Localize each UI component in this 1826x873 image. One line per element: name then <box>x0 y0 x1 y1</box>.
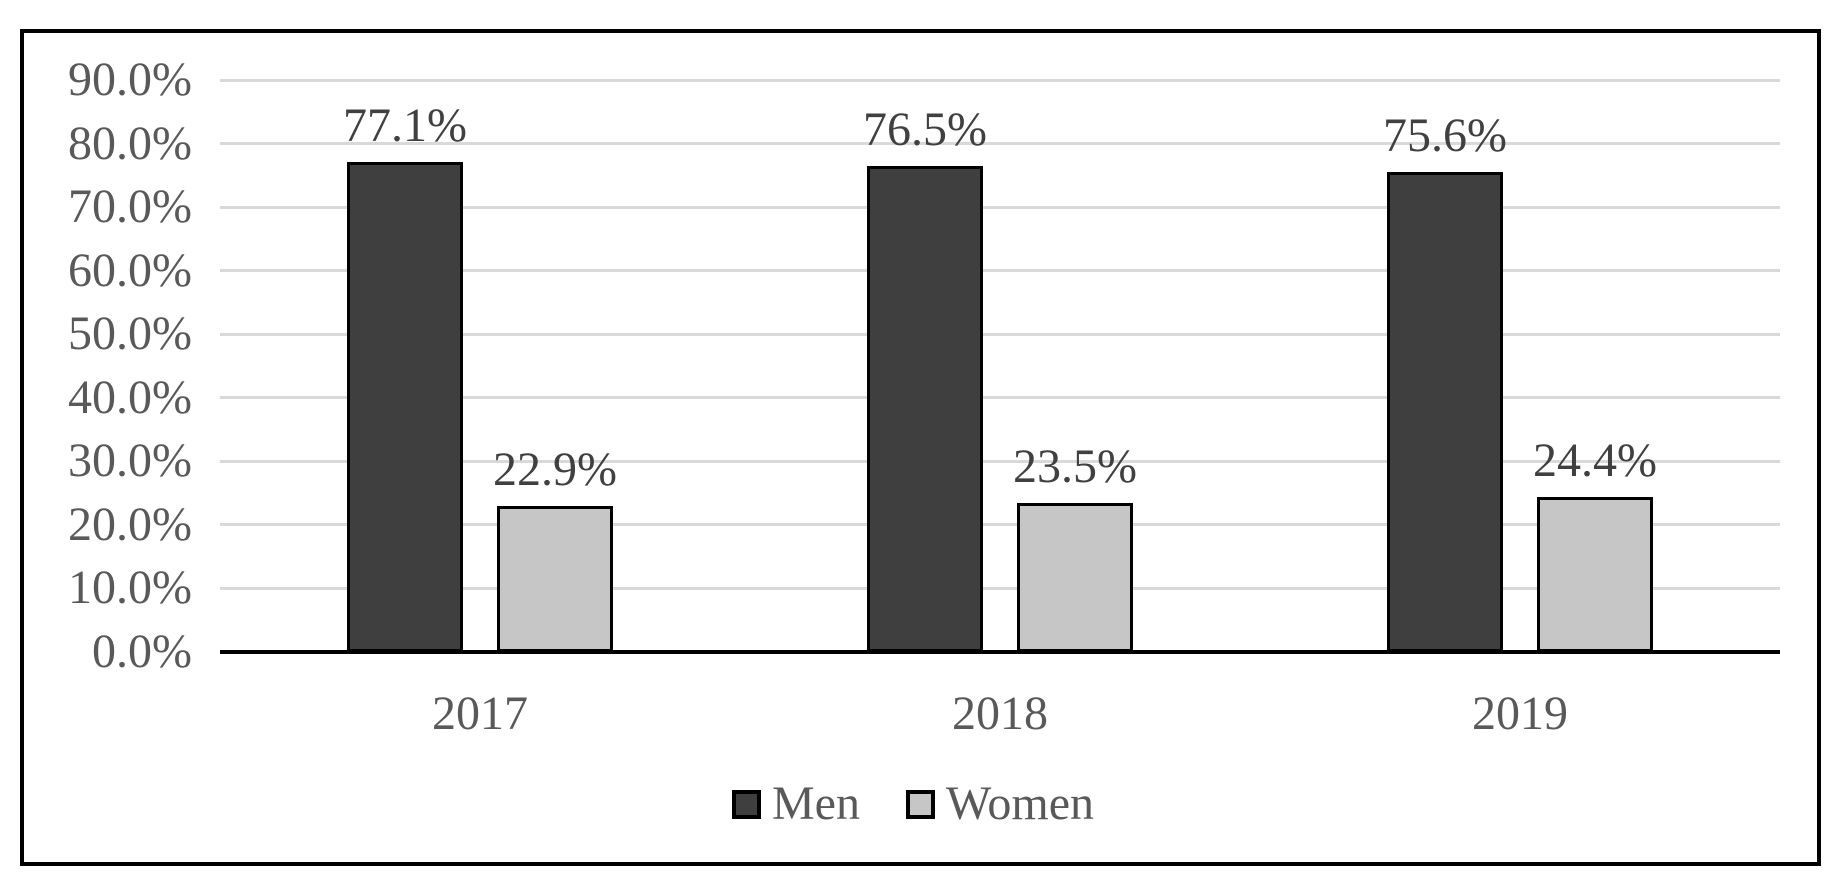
y-axis-tick-label: 90.0% <box>68 53 192 106</box>
y-axis-tick-label: 30.0% <box>68 434 192 488</box>
legend-item-women: Women <box>905 776 1095 832</box>
gridline <box>220 332 1780 336</box>
x-axis-label: 2019 <box>1472 687 1568 740</box>
bar-value-label: 22.9% <box>493 443 617 497</box>
gridline <box>220 523 1780 527</box>
y-axis-tick-label: 10.0% <box>68 561 192 615</box>
gridline <box>220 142 1780 146</box>
x-axis-label: 2017 <box>432 687 528 740</box>
bar-women-2017 <box>497 506 613 652</box>
gridline <box>220 269 1780 273</box>
y-axis-tick-label: 40.0% <box>68 370 192 424</box>
bar-men-2017 <box>347 161 463 652</box>
bar-women-2019 <box>1537 496 1653 652</box>
legend: Men Women <box>24 776 1802 832</box>
bar-value-label: 75.6% <box>1383 108 1507 162</box>
bar-value-label: 24.4% <box>1533 433 1657 487</box>
legend-label-men: Men <box>771 777 860 830</box>
y-axis-tick-label: 0.0% <box>92 625 192 678</box>
bar-women-2018 <box>1017 502 1133 652</box>
y-axis-tick-label: 80.0% <box>68 116 192 170</box>
gridline <box>220 205 1780 209</box>
legend-swatch-women <box>905 789 935 819</box>
y-axis-tick-label: 70.0% <box>68 180 192 234</box>
legend-swatch-men <box>731 789 761 819</box>
bar-men-2018 <box>867 165 983 652</box>
bar-men-2019 <box>1387 171 1503 652</box>
gridline <box>220 459 1780 463</box>
legend-label-women: Women <box>945 777 1095 830</box>
x-axis-line <box>220 650 1780 654</box>
legend-item-men: Men <box>731 776 860 832</box>
y-axis-tick-label: 50.0% <box>68 307 192 361</box>
bar-value-label: 76.5% <box>863 102 987 156</box>
bar-value-label: 77.1% <box>343 98 467 152</box>
gridline <box>220 586 1780 590</box>
bar-value-label: 23.5% <box>1013 439 1137 493</box>
gridline <box>220 396 1780 400</box>
y-axis-tick-label: 60.0% <box>68 243 192 297</box>
gridline <box>220 78 1780 82</box>
x-axis-label: 2018 <box>952 687 1048 740</box>
y-axis-tick-label: 20.0% <box>68 497 192 551</box>
